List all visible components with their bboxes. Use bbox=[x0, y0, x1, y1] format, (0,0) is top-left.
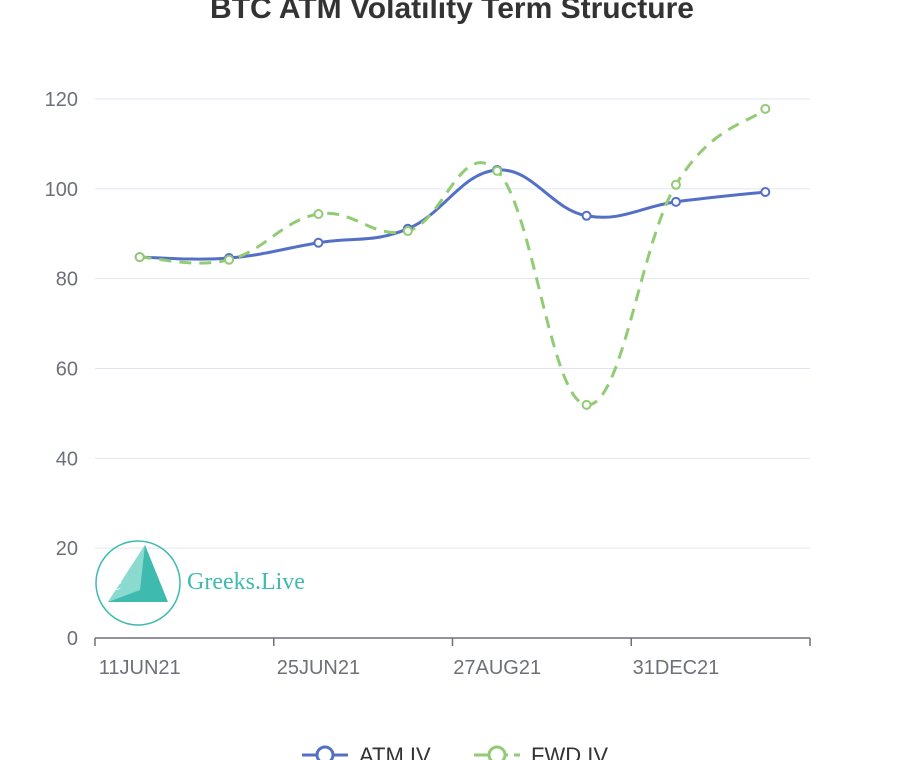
greeks-live-watermark: e Greeks.Live bbox=[95, 540, 305, 626]
y-tick-label: 0 bbox=[67, 628, 78, 650]
data-point bbox=[313, 237, 324, 248]
data-point bbox=[581, 210, 592, 221]
legend-label: ATM IV bbox=[359, 743, 431, 760]
y-tick-label: 80 bbox=[56, 269, 78, 291]
data-point bbox=[224, 254, 235, 265]
legend-label: FWD IV bbox=[531, 743, 608, 760]
data-point bbox=[492, 165, 503, 176]
logo-circle-icon bbox=[95, 540, 181, 626]
chart-title: BTC ATM Volatility Term Structure bbox=[210, 0, 694, 25]
y-axis: 0 20 40 60 80 100 120 bbox=[45, 89, 78, 650]
x-tick-label: 25JUN21 bbox=[277, 657, 360, 679]
y-tick-label: 100 bbox=[45, 179, 78, 201]
grid bbox=[95, 98, 810, 549]
data-point bbox=[134, 252, 145, 263]
x-axis: 11JUN21 25JUN21 27AUG21 31DEC21 bbox=[94, 637, 811, 679]
x-tick-label: 31DEC21 bbox=[633, 657, 720, 679]
data-point bbox=[313, 208, 324, 219]
data-point bbox=[670, 196, 681, 207]
legend: ATM IV FWD IV bbox=[302, 743, 608, 760]
data-point bbox=[581, 399, 592, 410]
y-tick-label: 120 bbox=[45, 89, 78, 111]
legend-marker-icon bbox=[487, 745, 507, 760]
watermark-text: Greeks.Live bbox=[187, 569, 305, 595]
y-tick-label: 20 bbox=[56, 538, 78, 560]
x-tick-label: 27AUG21 bbox=[453, 657, 541, 679]
data-point bbox=[760, 186, 771, 197]
y-tick-label: 60 bbox=[56, 359, 78, 381]
svg-text:e: e bbox=[112, 570, 122, 595]
data-point bbox=[402, 226, 413, 237]
x-tick-label: 11JUN21 bbox=[99, 657, 181, 679]
series bbox=[134, 103, 771, 410]
legend-marker-icon bbox=[315, 745, 335, 760]
data-point bbox=[760, 103, 771, 114]
data-point bbox=[670, 179, 681, 190]
y-tick-label: 40 bbox=[56, 448, 78, 470]
